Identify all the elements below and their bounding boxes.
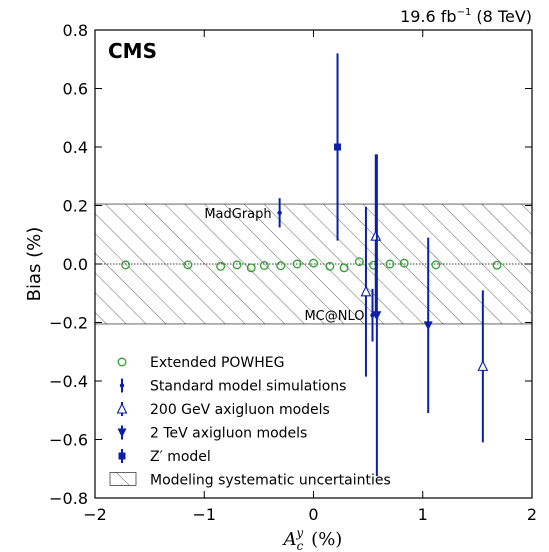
- data-point: [423, 321, 433, 331]
- legend-marker: [117, 357, 127, 367]
- y-tick-label: 0.2: [63, 197, 88, 216]
- data-point: [309, 258, 318, 268]
- data-point: [276, 261, 286, 271]
- data-point: [277, 210, 282, 216]
- data-point: [183, 260, 193, 270]
- y-tick-label: −0.8: [49, 489, 88, 508]
- point-annotation: MadGraph: [204, 207, 271, 222]
- legend-entry: Modeling systematic uncertainties: [109, 472, 391, 489]
- legend-entry: Extended POWHEG: [117, 355, 284, 371]
- point-annotation: MC@NLO: [304, 309, 364, 324]
- legend-entry: Z′ model: [118, 449, 211, 465]
- x-axis-label: Acy (%): [282, 526, 343, 552]
- data-point: [246, 263, 256, 273]
- y-tick-label: 0.8: [63, 21, 88, 40]
- data-point: [399, 258, 409, 268]
- data-point: [121, 260, 131, 270]
- legend-entry: 200 GeV axigluon models: [116, 402, 330, 418]
- y-tick-label: −0.4: [49, 372, 88, 391]
- series-1: [277, 198, 375, 342]
- series-2: [360, 154, 489, 443]
- series-4: [334, 53, 342, 241]
- y-tick-label: 0.6: [63, 80, 88, 99]
- x-tick-label: −1: [192, 505, 216, 524]
- series-0: [121, 257, 502, 273]
- y-tick-label: −0.6: [49, 431, 88, 450]
- data-point: [216, 261, 226, 271]
- series-3: [372, 154, 433, 477]
- y-axis-label: Bias (%): [24, 227, 45, 302]
- x-tick-label: 2: [527, 505, 537, 524]
- x-tick-label: 0: [308, 505, 318, 524]
- legend-marker: [118, 452, 126, 460]
- data-point: [259, 261, 269, 270]
- data-point: [431, 260, 441, 270]
- systematic-band: [94, 203, 533, 325]
- data-point: [232, 260, 242, 270]
- legend-label: Extended POWHEG: [150, 355, 284, 371]
- legend-label: 2 TeV axigluon models: [150, 426, 307, 442]
- legend-marker: [119, 383, 125, 388]
- data-point: [325, 261, 335, 271]
- data-point: [360, 285, 372, 297]
- x-tick-label: 1: [418, 505, 428, 524]
- legend-label: Z′ model: [150, 449, 211, 465]
- data-point: [370, 229, 382, 241]
- legend: Extended POWHEG Standard model simulation…: [109, 355, 391, 489]
- y-tick-label: 0.0: [63, 255, 88, 274]
- x-tick-label: −2: [83, 505, 107, 524]
- data-point: [334, 143, 342, 151]
- data-point: [339, 263, 349, 273]
- legend-marker: [116, 402, 128, 414]
- legend-entry: 2 TeV axigluon models: [117, 425, 307, 442]
- data-point: [492, 260, 502, 270]
- legend-label: 200 GeV axigluon models: [150, 402, 330, 418]
- legend-marker: [109, 472, 137, 486]
- y-tick-label: 0.4: [63, 138, 88, 157]
- legend-entry: Standard model simulations: [119, 378, 346, 395]
- legend-label: Standard model simulations: [150, 379, 346, 395]
- data-point: [354, 257, 364, 267]
- data-point: [372, 311, 382, 321]
- legend-label: Modeling systematic uncertainties: [150, 473, 391, 489]
- legend-marker: [117, 428, 127, 438]
- y-tick-label: −0.2: [49, 314, 88, 333]
- data-point: [292, 259, 302, 269]
- data-point: [370, 312, 375, 318]
- data-point: [385, 259, 395, 269]
- luminosity-label: 19.6 fb−1 (8 TeV): [400, 7, 532, 26]
- data-point: [477, 360, 489, 371]
- experiment-label: CMS: [108, 39, 157, 63]
